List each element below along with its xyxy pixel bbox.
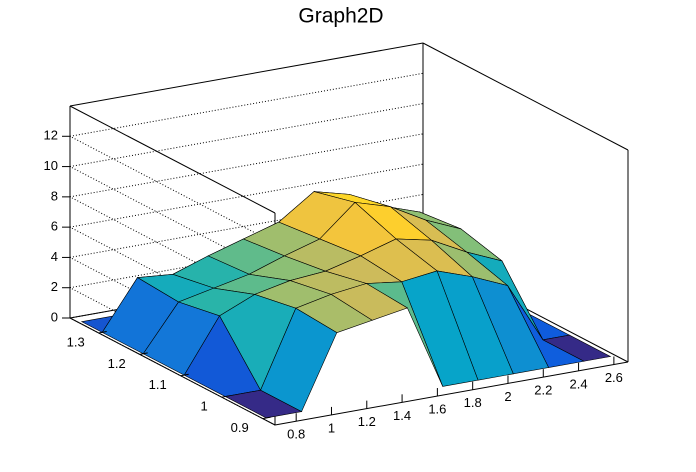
grid-line (69, 287, 276, 396)
y-tick-label: 0.9 (231, 420, 249, 435)
x-tick-label: 2 (504, 389, 511, 404)
x-tick-label: 1.6 (428, 401, 446, 416)
z-tick-label: 12 (44, 128, 58, 143)
x-tick-label: 2.4 (570, 376, 588, 391)
x-tick-label: 1.2 (358, 414, 376, 429)
y-tick-label: 1 (200, 399, 207, 414)
x-tick-label: 1 (328, 420, 335, 435)
grid-line (69, 166, 276, 275)
x-tick-label: 1.8 (464, 395, 482, 410)
x-axis (274, 361, 629, 426)
y-axis (69, 317, 276, 426)
grid-line (69, 135, 276, 244)
z-tick-label: 4 (51, 249, 58, 264)
y-tick (98, 330, 107, 334)
z-tick-label: 0 (51, 309, 58, 324)
chart-title: Graph2D (298, 5, 383, 28)
y-tick-label: 1.1 (149, 377, 167, 392)
x-tick-label: 2.2 (534, 383, 552, 398)
z-tick-label: 8 (51, 188, 58, 203)
x-tick-label: 2.6 (605, 370, 623, 385)
surface-cell (224, 389, 303, 419)
grid-line (69, 196, 276, 305)
y-tick-label: 1.3 (67, 334, 85, 349)
x-tick-label: 1.4 (393, 408, 411, 423)
z-tick-label: 6 (51, 219, 58, 234)
grid-line (69, 256, 276, 365)
grid-line (69, 226, 276, 335)
box-edge (422, 42, 629, 151)
z-tick-label: 10 (44, 158, 58, 173)
box-edge (69, 42, 424, 107)
y-tick (180, 373, 189, 377)
box-edge (69, 105, 276, 214)
x-tick-label: 0.8 (287, 427, 305, 442)
y-tick (139, 352, 148, 355)
y-tick (221, 395, 230, 398)
z-tick-label: 2 (51, 279, 58, 294)
y-tick-label: 1.2 (108, 356, 126, 371)
y-tick (262, 416, 271, 420)
